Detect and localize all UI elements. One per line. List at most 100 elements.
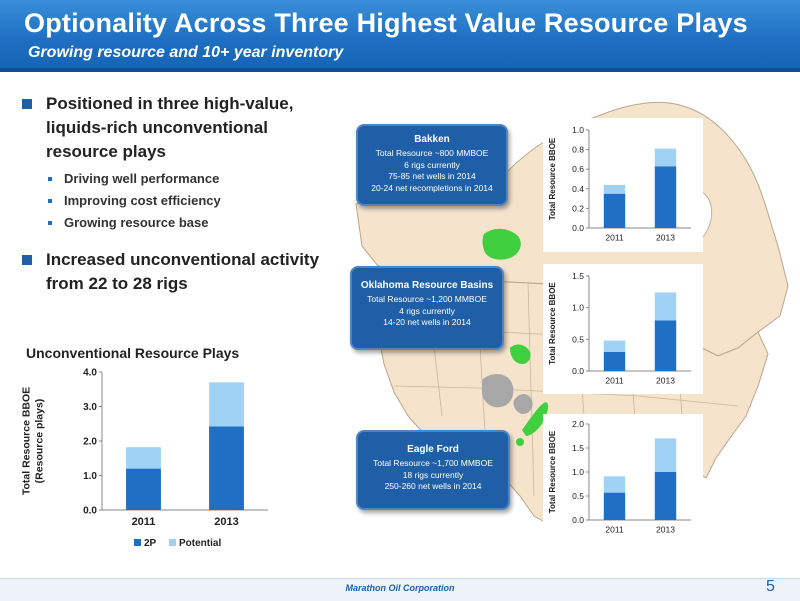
y-axis-label: Total Resource BBOE	[548, 137, 557, 220]
y-tick-label: 3.0	[83, 402, 97, 413]
bar-2013-2p	[654, 320, 677, 371]
bullet-text: Positioned in three high-value, liquids-…	[46, 94, 294, 161]
slide-subtitle: Growing resource and 10+ year inventory	[28, 44, 344, 61]
legend-label: 2P	[144, 538, 157, 549]
y-tick-label: 0.8	[572, 145, 584, 155]
oklahoma-play-dot	[516, 438, 524, 446]
y-tick-label: 0.6	[572, 164, 584, 174]
sub-bullet-text: Growing resource base	[64, 215, 209, 230]
y-tick-label: 0.5	[572, 334, 584, 344]
bullet-dot-icon	[48, 199, 52, 203]
bar-2013-potential	[654, 292, 677, 321]
y-axis-label: Total Resource BBOE(Resource plays)	[21, 387, 46, 495]
bar-2011-2p	[126, 468, 161, 510]
texas-gray-area	[513, 394, 533, 414]
x-category-label: 2013	[656, 233, 675, 243]
x-category-label: 2011	[132, 516, 156, 528]
legend-swatch	[169, 539, 176, 546]
callout-title: Eagle Ford	[407, 444, 459, 455]
sub-bullet: Driving well performance	[46, 168, 332, 190]
legend-label: Potential	[179, 538, 221, 549]
page-number: 5	[766, 578, 775, 595]
y-tick-label: 2.0	[572, 419, 584, 429]
bullet-dot-icon	[48, 221, 52, 225]
y-tick-label: 0.4	[572, 184, 584, 194]
bullet-dot-icon	[48, 177, 52, 181]
callout-line: 18 rigs currently	[402, 469, 464, 480]
bar-2013-2p	[654, 166, 677, 228]
callout-line: Total Resource ~800 MMBOE	[375, 148, 489, 158]
bullet-text: Increased unconventional activity from 2…	[46, 250, 320, 293]
bakken-play-area	[482, 228, 521, 260]
unconventional-resource-chart: Unconventional Resource Plays Total Resou…	[21, 345, 268, 549]
y-tick-label: 0.2	[572, 203, 584, 213]
title-banner: Optionality Across Three Highest Value R…	[0, 0, 800, 72]
y-tick-label: 0.5	[572, 491, 584, 501]
callout-line: 20-24 net recompletions in 2014	[371, 182, 493, 193]
bakken-callout: Bakken Total Resource ~800 MMBOE 6 rigs …	[356, 124, 508, 206]
y-tick-label: 0.0	[83, 506, 97, 517]
y-tick-label: 0.0	[572, 366, 584, 376]
slide-title: Optionality Across Three Highest Value R…	[24, 8, 748, 38]
y-tick-label: 2.0	[83, 437, 97, 448]
sub-bullet-text: Improving cost efficiency	[64, 193, 221, 208]
bar-2013-potential	[209, 382, 244, 427]
legend-swatch	[134, 539, 141, 546]
x-category-label: 2013	[656, 376, 675, 386]
y-tick-label: 0.0	[572, 515, 584, 525]
x-category-label: 2013	[214, 516, 238, 528]
x-category-label: 2013	[656, 525, 675, 535]
bar-2013-2p	[654, 472, 677, 520]
y-tick-label: 1.5	[572, 443, 584, 453]
y-axis-label: Total Resource BBOE	[548, 282, 557, 365]
eagle-ford-callout: Eagle Ford Total Resource ~1,700 MMBOE 1…	[356, 430, 510, 510]
bar-2013-potential	[654, 148, 677, 167]
chart-title: Unconventional Resource Plays	[26, 345, 239, 361]
bar-2011-2p	[603, 193, 626, 228]
bar-2011-potential	[603, 184, 626, 194]
bakken-resource-chart: Total Resource BBOE 0.0 0.2 0.4 0.6 0.8 1.0 201…	[543, 118, 703, 252]
callout-line: Total Resource ~1,200 MMBOE	[367, 294, 487, 304]
bar-2011-potential	[603, 340, 626, 352]
bar-2011-potential	[603, 476, 626, 493]
bar-2011-2p	[603, 352, 626, 371]
y-tick-label: 0.0	[572, 223, 584, 233]
callout-title: Oklahoma Resource Basins	[360, 280, 494, 291]
callout-title: Bakken	[414, 134, 450, 145]
y-tick-label: 1.0	[572, 125, 584, 135]
y-tick-label: 1.0	[572, 303, 584, 313]
bar-2011-2p	[603, 492, 626, 520]
y-tick-label: 4.0	[83, 368, 97, 379]
callout-line: Total Resource ~1,700 MMBOE	[373, 458, 493, 468]
bullet-square-icon	[22, 255, 32, 265]
x-category-label: 2011	[605, 525, 624, 535]
x-category-label: 2011	[605, 233, 624, 243]
sub-bullet-list: Driving well performance Improving cost …	[46, 168, 332, 234]
sub-bullet: Improving cost efficiency	[46, 190, 332, 212]
y-tick-label: 1.5	[572, 271, 584, 281]
callout-line: 250-260 net wells in 2014	[384, 481, 482, 491]
bullet-list: Positioned in three high-value, liquids-…	[22, 92, 332, 300]
y-axis-label: Total Resource BBOE	[548, 430, 557, 513]
x-category-label: 2011	[605, 376, 624, 386]
eagle-ford-resource-chart: Total Resource BBOE 0.0 0.5 1.0 1.5 2.0 2011 20…	[543, 414, 703, 542]
oklahoma-resource-chart: Total Resource BBOE 0.0 0.5 1.0 1.5 2011 2013	[543, 264, 703, 394]
callout-line: 6 rigs currently	[404, 159, 460, 170]
eagle-ford-play-area	[522, 402, 549, 436]
y-axis-label-line: (Resource plays)	[33, 399, 45, 484]
footer-bar	[0, 578, 800, 601]
company-name: Marathon Oil Corporation	[345, 583, 455, 593]
sub-bullet-text: Driving well performance	[64, 171, 220, 186]
bullet-square-icon	[22, 99, 32, 109]
y-tick-label: 1.0	[572, 467, 584, 477]
callout-line: 14-20 net wells in 2014	[383, 317, 471, 327]
oklahoma-play-area	[510, 344, 531, 364]
y-tick-label: 1.0	[83, 471, 97, 482]
bullet-rigs: Increased unconventional activity from 2…	[22, 248, 332, 296]
bar-2013-2p	[209, 426, 244, 510]
y-axis-label-line: Total Resource BBOE	[21, 387, 33, 495]
callout-line: 75-85 net wells in 2014	[388, 171, 476, 181]
bar-2011-potential	[126, 447, 161, 469]
bullet-positioned: Positioned in three high-value, liquids-…	[22, 92, 332, 164]
oklahoma-callout: Oklahoma Resource Basins Total Resource …	[350, 266, 504, 350]
